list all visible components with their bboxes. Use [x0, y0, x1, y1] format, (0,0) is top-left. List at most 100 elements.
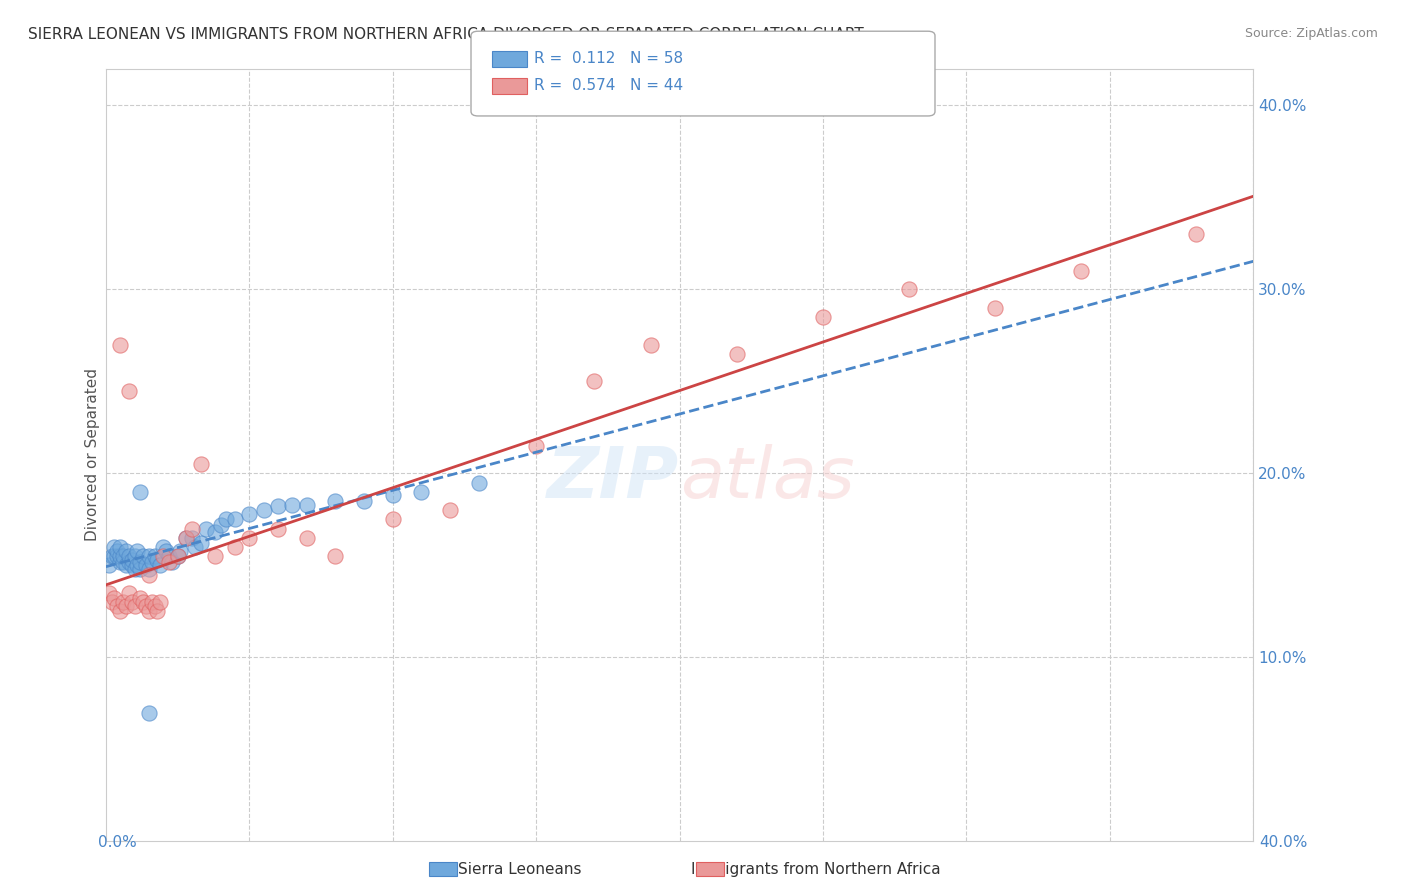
- Point: [325, 494, 347, 508]
- Point: [129, 562, 152, 576]
- Point: [353, 494, 375, 508]
- Point: [97, 586, 120, 600]
- Point: [146, 604, 169, 618]
- Point: [103, 591, 125, 606]
- Point: [238, 531, 260, 545]
- Point: [138, 549, 160, 563]
- Text: R =  0.112   N = 58: R = 0.112 N = 58: [534, 52, 683, 66]
- Point: [124, 599, 146, 613]
- Point: [281, 498, 304, 512]
- Point: [127, 543, 149, 558]
- Point: [146, 553, 169, 567]
- Point: [640, 337, 662, 351]
- Point: [325, 549, 347, 563]
- Y-axis label: Divorced or Separated: Divorced or Separated: [86, 368, 100, 541]
- Point: [166, 549, 188, 563]
- Point: [108, 549, 131, 563]
- Point: [105, 599, 128, 613]
- Point: [1070, 264, 1092, 278]
- Point: [103, 540, 125, 554]
- Point: [112, 555, 135, 569]
- Point: [238, 507, 260, 521]
- Point: [129, 591, 152, 606]
- Point: [295, 531, 318, 545]
- Point: [138, 567, 160, 582]
- Text: R =  0.574   N = 44: R = 0.574 N = 44: [534, 78, 683, 93]
- Point: [97, 558, 120, 573]
- Point: [180, 522, 202, 536]
- Point: [898, 282, 921, 296]
- Point: [190, 457, 212, 471]
- Text: Sierra Leoneans: Sierra Leoneans: [458, 863, 582, 877]
- Text: atlas: atlas: [679, 443, 855, 513]
- Point: [160, 555, 183, 569]
- Point: [190, 536, 212, 550]
- Point: [112, 595, 135, 609]
- Point: [132, 595, 155, 609]
- Point: [118, 549, 141, 563]
- Text: 0.0%: 0.0%: [98, 836, 138, 850]
- Point: [105, 549, 128, 563]
- Point: [121, 558, 143, 573]
- Point: [124, 562, 146, 576]
- Point: [215, 512, 238, 526]
- Point: [143, 549, 166, 563]
- Point: [209, 517, 232, 532]
- Point: [121, 595, 143, 609]
- Point: [129, 484, 152, 499]
- Point: [411, 484, 433, 499]
- Point: [129, 555, 152, 569]
- Point: [152, 549, 174, 563]
- Point: [169, 543, 191, 558]
- Point: [108, 555, 131, 569]
- Point: [108, 540, 131, 554]
- Point: [138, 706, 160, 720]
- Point: [135, 558, 157, 573]
- Point: [267, 522, 290, 536]
- Point: [121, 553, 143, 567]
- Point: [253, 503, 276, 517]
- Point: [135, 599, 157, 613]
- Point: [124, 549, 146, 563]
- Point: [439, 503, 461, 517]
- Text: ZIP: ZIP: [547, 443, 679, 513]
- Point: [132, 549, 155, 563]
- Point: [127, 558, 149, 573]
- Point: [195, 522, 218, 536]
- Point: [138, 604, 160, 618]
- Point: [103, 549, 125, 563]
- Point: [149, 595, 172, 609]
- Point: [204, 525, 226, 540]
- Point: [157, 549, 180, 563]
- Point: [138, 562, 160, 576]
- Point: [174, 531, 197, 545]
- Point: [112, 549, 135, 563]
- Point: [204, 549, 226, 563]
- Point: [166, 549, 188, 563]
- Point: [295, 498, 318, 512]
- Point: [115, 558, 138, 573]
- Point: [224, 540, 246, 554]
- Point: [143, 599, 166, 613]
- Point: [100, 595, 122, 609]
- Point: [152, 540, 174, 554]
- Point: [108, 604, 131, 618]
- Text: 40.0%: 40.0%: [1260, 836, 1308, 850]
- Point: [157, 555, 180, 569]
- Point: [184, 540, 207, 554]
- Point: [149, 558, 172, 573]
- Point: [381, 512, 404, 526]
- Point: [267, 500, 290, 514]
- Text: Source: ZipAtlas.com: Source: ZipAtlas.com: [1244, 27, 1378, 40]
- Point: [115, 599, 138, 613]
- Point: [118, 384, 141, 398]
- Text: Immigrants from Northern Africa: Immigrants from Northern Africa: [690, 863, 941, 877]
- Point: [224, 512, 246, 526]
- Point: [984, 301, 1007, 315]
- Point: [1185, 227, 1208, 241]
- Point: [180, 531, 202, 545]
- Point: [381, 488, 404, 502]
- Point: [582, 374, 605, 388]
- Point: [118, 555, 141, 569]
- Point: [155, 543, 177, 558]
